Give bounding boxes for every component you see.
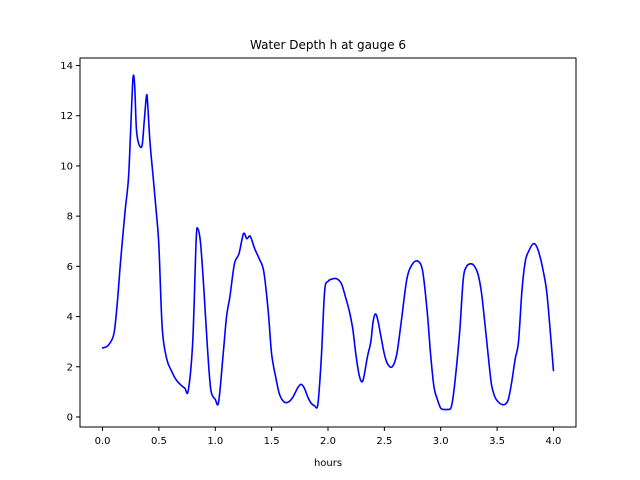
y-tick-label: 12 bbox=[60, 111, 73, 122]
y-tick-label: 4 bbox=[67, 312, 73, 323]
x-tick-label: 2.5 bbox=[376, 436, 392, 447]
y-axis-ticks: 0 2 4 6 8 10 12 14 bbox=[60, 61, 80, 423]
x-axis-ticks: 0.0 0.5 1.0 1.5 2.0 2.5 3.0 3.5 4.0 bbox=[95, 427, 562, 447]
x-axis-label: hours bbox=[314, 458, 342, 469]
y-tick-label: 6 bbox=[67, 262, 73, 273]
x-tick-label: 1.5 bbox=[264, 436, 280, 447]
x-tick-label: 0.5 bbox=[151, 436, 167, 447]
x-tick-label: 1.0 bbox=[207, 436, 223, 447]
x-tick-label: 0.0 bbox=[95, 436, 111, 447]
x-tick-label: 2.0 bbox=[320, 436, 336, 447]
plot-frame bbox=[79, 57, 577, 428]
y-tick-label: 10 bbox=[60, 161, 73, 172]
y-tick-label: 0 bbox=[67, 412, 73, 423]
x-tick-label: 3.5 bbox=[489, 436, 505, 447]
x-tick-label: 3.0 bbox=[433, 436, 449, 447]
x-tick-label: 4.0 bbox=[546, 436, 562, 447]
chart-title: Water Depth h at gauge 6 bbox=[250, 38, 406, 52]
y-tick-label: 2 bbox=[67, 362, 73, 373]
y-tick-label: 8 bbox=[67, 212, 73, 223]
y-tick-label: 14 bbox=[60, 61, 73, 72]
water-depth-line bbox=[101, 74, 555, 411]
